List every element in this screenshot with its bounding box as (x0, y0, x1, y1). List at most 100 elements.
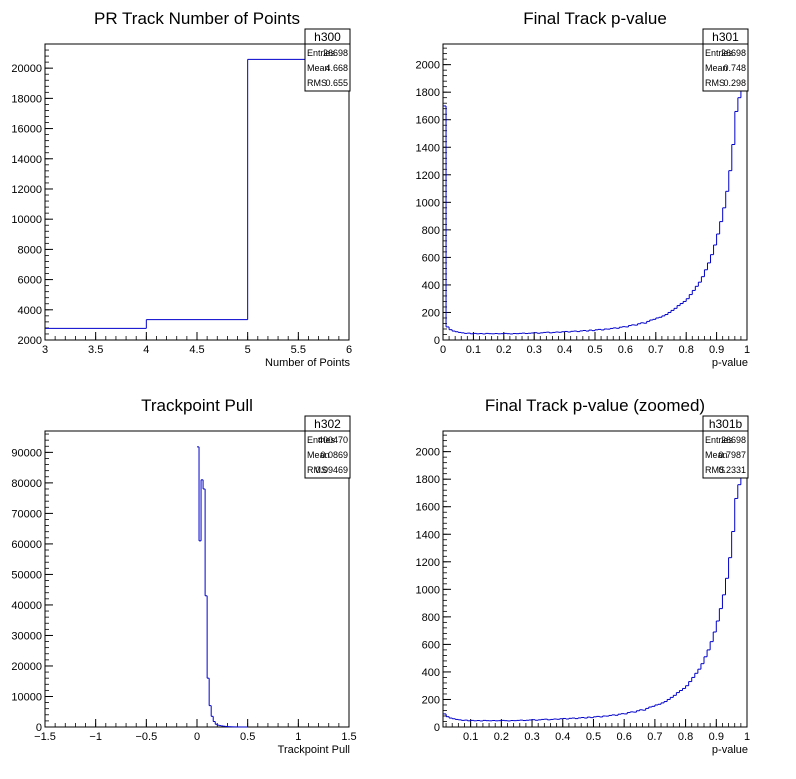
stats-label-entries: Entries (705, 48, 734, 58)
x-axis-label: p-value (712, 357, 748, 369)
x-tick-label: 0.2 (496, 344, 511, 356)
y-tick-label: 200 (422, 307, 440, 319)
y-tick-label: 600 (422, 639, 440, 651)
x-tick-label: 3 (42, 344, 48, 356)
x-tick-label: −1.5 (34, 731, 56, 743)
x-tick-label: 0.4 (557, 344, 572, 356)
stats-box (304, 415, 351, 479)
y-tick-label: 14000 (11, 154, 42, 166)
y-tick-label: 8000 (18, 244, 42, 256)
x-tick-label: 4.5 (189, 344, 204, 356)
y-tick-label: 1400 (416, 142, 440, 154)
stats-value-entries: 26698 (721, 435, 746, 445)
chart-title: Trackpoint Pull (141, 396, 253, 415)
x-axis-label: Trackpoint Pull (278, 744, 350, 756)
stats-box (702, 415, 749, 479)
x-tick-label: 0.9 (709, 731, 724, 743)
y-tick-label: 1600 (416, 115, 440, 127)
x-tick-label: 0.3 (524, 731, 539, 743)
x-tick-label: 3.5 (88, 344, 103, 356)
y-tick-label: 30000 (11, 630, 42, 642)
x-tick-label: 0.1 (466, 344, 481, 356)
x-tick-label: 0.7 (648, 344, 663, 356)
stats-value-rms: 0.2331 (718, 465, 746, 475)
x-tick-label: 0.2 (494, 731, 509, 743)
y-tick-label: 10000 (11, 214, 42, 226)
stats-value-entries: 26698 (323, 48, 348, 58)
stats-name: h301b (709, 417, 743, 431)
x-tick-label: 1.5 (341, 731, 356, 743)
x-tick-label: 5.5 (291, 344, 306, 356)
x-axis-label: Number of Points (265, 357, 350, 369)
x-tick-label: 4 (143, 344, 149, 356)
stats-label-mean: Mean (705, 450, 728, 460)
y-tick-label: 70000 (11, 508, 42, 520)
y-tick-label: 18000 (11, 93, 42, 105)
stats-box (304, 28, 351, 92)
y-tick-label: 10000 (11, 691, 42, 703)
y-tick-label: 1200 (416, 170, 440, 182)
stats-label-rms: RMS (307, 465, 327, 475)
x-tick-label: −1 (89, 731, 102, 743)
stats-value-entries: 400470 (318, 435, 348, 445)
y-tick-label: 20000 (11, 63, 42, 75)
y-tick-label: 2000 (416, 447, 440, 459)
stats-label-entries: Entries (307, 435, 336, 445)
stats-label-mean: Mean (307, 63, 330, 73)
stats-value-mean: 0.748 (723, 63, 746, 73)
stats-value-entries: 26698 (721, 48, 746, 58)
y-tick-label: 1800 (416, 87, 440, 99)
stats-label-rms: RMS (705, 465, 725, 475)
x-tick-label: 0.8 (678, 731, 693, 743)
y-tick-label: 1200 (416, 557, 440, 569)
plot-frame (442, 430, 748, 728)
x-tick-label: 6 (346, 344, 352, 356)
stats-value-rms: 0.298 (723, 78, 746, 88)
y-tick-label: 400 (422, 280, 440, 292)
plot-frame (44, 430, 350, 728)
stats-value-mean: 4.668 (325, 63, 348, 73)
x-tick-label: 0.5 (240, 731, 255, 743)
y-tick-label: 0 (434, 722, 440, 734)
x-tick-label: 0.6 (617, 731, 632, 743)
x-tick-label: 0.3 (527, 344, 542, 356)
stats-value-rms: 0.655 (325, 78, 348, 88)
chart-title: Final Track p-value (zoomed) (485, 396, 705, 415)
x-tick-label: 0 (440, 344, 446, 356)
chart-title: Final Track p-value (523, 9, 667, 28)
y-tick-label: 2000 (18, 335, 42, 347)
x-tick-label: 1 (744, 731, 750, 743)
y-tick-label: 1600 (416, 502, 440, 514)
plot-frame (442, 43, 748, 341)
stats-label-entries: Entries (705, 435, 734, 445)
x-tick-label: 0.9 (709, 344, 724, 356)
stats-value-mean: 0.7987 (718, 450, 746, 460)
stats-box (702, 28, 749, 92)
stats-label-mean: Mean (705, 63, 728, 73)
y-tick-label: 80000 (11, 478, 42, 490)
x-tick-label: 0.7 (647, 731, 662, 743)
stats-label-entries: Entries (307, 48, 336, 58)
y-tick-label: 1000 (416, 584, 440, 596)
y-tick-label: 600 (422, 252, 440, 264)
plot-frame (44, 43, 350, 341)
x-tick-label: 0 (194, 731, 200, 743)
stats-label-rms: RMS (705, 78, 725, 88)
stats-label-rms: RMS (307, 78, 327, 88)
stats-name: h302 (314, 417, 341, 431)
y-tick-label: 16000 (11, 124, 42, 136)
y-tick-label: 60000 (11, 539, 42, 551)
x-tick-label: 0.8 (679, 344, 694, 356)
y-tick-label: 800 (422, 225, 440, 237)
y-tick-label: 4000 (18, 305, 42, 317)
x-tick-label: −0.5 (135, 731, 157, 743)
stats-name: h300 (314, 30, 341, 44)
stats-value-rms: 0.09469 (315, 465, 348, 475)
y-tick-label: 20000 (11, 661, 42, 673)
y-tick-label: 6000 (18, 275, 42, 287)
stats-name: h301 (712, 30, 739, 44)
chart-title: PR Track Number of Points (94, 9, 300, 28)
x-tick-label: 1 (295, 731, 301, 743)
y-tick-label: 0 (36, 722, 42, 734)
